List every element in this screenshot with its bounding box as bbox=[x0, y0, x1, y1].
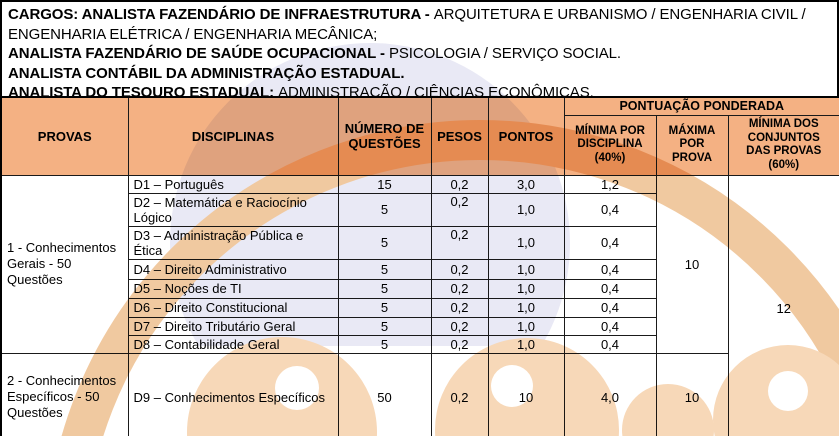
cell-minima-d1: 1,2 bbox=[563, 174, 657, 194]
col-header-maxima-prova: MÁXIMA POR PROVA bbox=[655, 114, 729, 176]
cell-disciplina-d9: D9 – Conhecimentos Específicos bbox=[127, 352, 339, 436]
cell-questoes-d8: 5 bbox=[337, 334, 432, 354]
cell-pontos-d5: 1,0 bbox=[487, 278, 565, 299]
title-line4-bold: ANALISTA DO TESOURO ESTADUAL: bbox=[8, 84, 279, 96]
cell-minima-conjuntos: 12 bbox=[727, 174, 839, 436]
cell-peso-d2: 0,2 bbox=[430, 192, 489, 227]
cell-disciplina-d4: D4 – Direito Administrativo bbox=[127, 258, 339, 280]
cell-disciplina-d8: D8 – Contabilidade Geral bbox=[127, 334, 339, 354]
col-header-pontuacao-ponderada: PONTUAÇÃO PONDERADA bbox=[563, 96, 839, 116]
cell-minima-d6: 0,4 bbox=[563, 297, 657, 318]
cell-minima-d7: 0,4 bbox=[563, 316, 657, 336]
cell-peso-d9: 0,2 bbox=[430, 352, 489, 436]
cell-peso-d1: 0,2 bbox=[430, 174, 489, 194]
cell-questoes-d1: 15 bbox=[337, 174, 432, 194]
cell-pontos-d3: 1,0 bbox=[487, 225, 565, 260]
cell-pontos-d7: 1,0 bbox=[487, 316, 565, 336]
col-header-pesos: PESOS bbox=[430, 96, 489, 176]
cell-pontos-d8: 1,0 bbox=[487, 334, 565, 354]
cell-minima-d9: 4,0 bbox=[563, 352, 657, 436]
table-row-d9: 2 - Conhecimentos Específicos - 50 Quest… bbox=[0, 352, 839, 436]
title-line1-rest: ARQUITETURA E URBANISMO / ENGENHARIA CIV… bbox=[8, 6, 806, 43]
cell-minima-d8: 0,4 bbox=[563, 334, 657, 354]
cell-peso-d5: 0,2 bbox=[430, 278, 489, 299]
cell-peso-d3: 0,2 bbox=[430, 225, 489, 260]
title-line2-bold: ANALISTA FAZENDÁRIO DE SAÚDE OCUPACIONAL… bbox=[8, 45, 389, 62]
cell-disciplina-d7: D7 – Direito Tributário Geral bbox=[127, 316, 339, 336]
col-header-minima-disciplina: MÍNIMA POR DISCIPLINA (40%) bbox=[563, 114, 657, 176]
col-header-numero-questoes: NÚMERO DE QUESTÕES bbox=[337, 96, 432, 176]
cargos-title-block: CARGOS: ANALISTA FAZENDÁRIO DE INFRAESTR… bbox=[0, 0, 839, 96]
cell-questoes-d5: 5 bbox=[337, 278, 432, 299]
cell-disciplina-d1: D1 – Português bbox=[127, 174, 339, 194]
cell-peso-d6: 0,2 bbox=[430, 297, 489, 318]
title-line4-rest: ADMINISTRAÇÃO / CIÊNCIAS ECONÔMICAS. bbox=[278, 84, 594, 96]
cell-questoes-d4: 5 bbox=[337, 258, 432, 280]
cell-minima-d2: 0,4 bbox=[563, 192, 657, 227]
title-line2-rest: PSICOLOGIA / SERVIÇO SOCIAL. bbox=[388, 45, 621, 62]
col-header-minima-conjuntos: MÍNIMA DOS CONJUNTOS DAS PROVAS (60%) bbox=[727, 114, 839, 176]
cell-questoes-d7: 5 bbox=[337, 316, 432, 336]
cell-pontos-d6: 1,0 bbox=[487, 297, 565, 318]
header-row-top: PROVAS DISCIPLINAS NÚMERO DE QUESTÕES PE… bbox=[0, 96, 839, 176]
cell-disciplina-d3: D3 – Administração Pública e Ética bbox=[127, 225, 339, 260]
cell-peso-d4: 0,2 bbox=[430, 258, 489, 280]
cell-pontos-d4: 1,0 bbox=[487, 258, 565, 280]
cell-disciplina-d5: D5 – Noções de TI bbox=[127, 278, 339, 299]
cell-peso-d8: 0,2 bbox=[430, 334, 489, 354]
cell-questoes-d6: 5 bbox=[337, 297, 432, 318]
table-row-d1: 1 - Conhecimentos Gerais - 50 Questões D… bbox=[0, 174, 839, 436]
group1-label: 1 - Conhecimentos Gerais - 50 Questões bbox=[0, 174, 129, 354]
cell-minima-d5: 0,4 bbox=[563, 278, 657, 299]
group2-label: 2 - Conhecimentos Específicos - 50 Quest… bbox=[0, 352, 129, 436]
col-header-pontos: PONTOS bbox=[487, 96, 565, 176]
title-line3-bold: ANALISTA CONTÁBIL DA ADMINISTRAÇÃO ESTAD… bbox=[8, 64, 405, 82]
cell-disciplina-d2: D2 – Matemática e Raciocínio Lógico bbox=[127, 192, 339, 227]
cell-pontos-d2: 1,0 bbox=[487, 192, 565, 227]
cell-pontos-d1: 3,0 bbox=[487, 174, 565, 194]
cell-disciplina-d6: D6 – Direito Constitucional bbox=[127, 297, 339, 318]
col-header-disciplinas: DISCIPLINAS bbox=[127, 96, 339, 176]
cell-peso-d7: 0,2 bbox=[430, 316, 489, 336]
cell-questoes-d3: 5 bbox=[337, 225, 432, 260]
provas-pontuacao-table: PROVAS DISCIPLINAS NÚMERO DE QUESTÕES PE… bbox=[0, 96, 839, 436]
cell-maxima-grupo2: 10 bbox=[655, 352, 729, 436]
title-line1-bold: CARGOS: ANALISTA FAZENDÁRIO DE INFRAESTR… bbox=[8, 6, 434, 23]
col-header-provas: PROVAS bbox=[0, 96, 129, 176]
cell-questoes-d2: 5 bbox=[337, 192, 432, 227]
cell-pontos-d9: 10 bbox=[487, 352, 565, 436]
cell-questoes-d9: 50 bbox=[337, 352, 432, 436]
cell-maxima-grupo1: 10 bbox=[655, 174, 729, 354]
cell-minima-d4: 0,4 bbox=[563, 258, 657, 280]
cell-minima-d3: 0,4 bbox=[563, 225, 657, 260]
